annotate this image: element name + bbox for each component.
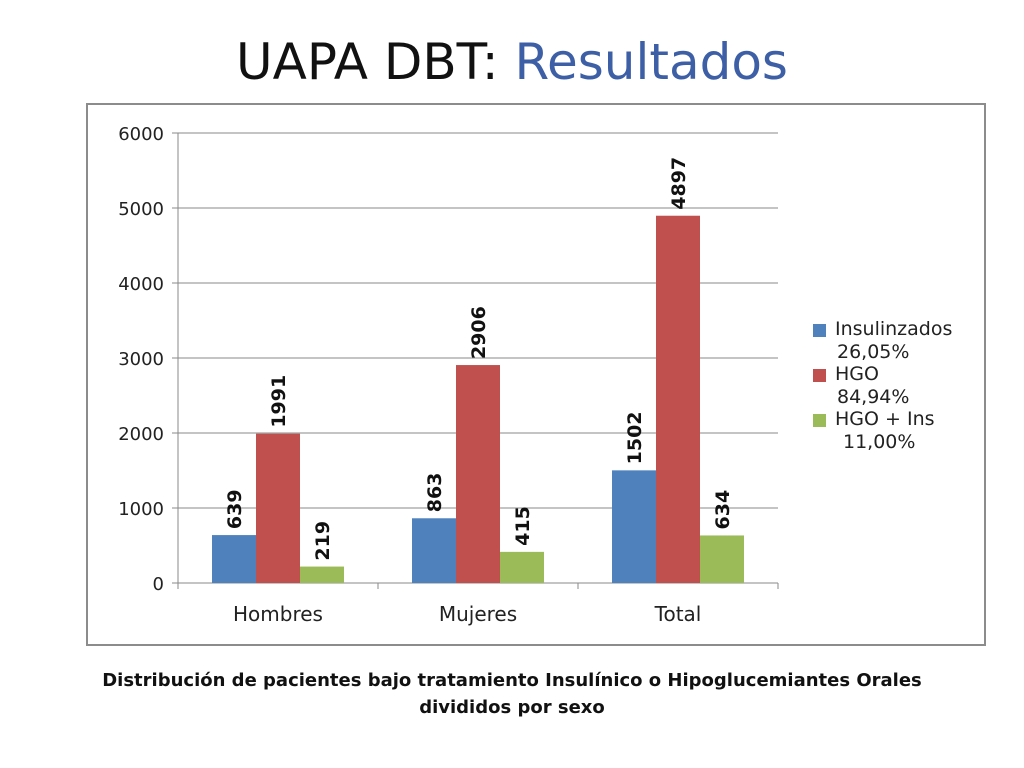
data-label-total-0: 1502: [624, 411, 646, 464]
chart-frame: 0 1000 2000 3000 4000 5000 6000 Hombres 639 1991 2…: [86, 103, 986, 646]
legend-note-insulinzados: 26,05%: [837, 341, 910, 363]
chart-caption: Distribución de pacientes bajo tratamien…: [60, 667, 964, 721]
bar-chart: 0 1000 2000 3000 4000 5000 6000 Hombres 639 1991 2…: [118, 124, 779, 626]
legend-note-hgo-ins: 11,00%: [843, 431, 916, 453]
bar-hombres-2: [300, 566, 344, 583]
legend-entry-hgo-ins: HGO + Ins 11,00%: [813, 408, 983, 453]
bar-mujeres-2: [500, 551, 544, 583]
bar-hombres-0: [212, 535, 256, 583]
legend-entry-hgo: HGO 84,94%: [813, 363, 983, 408]
bar-total-0: [612, 470, 656, 583]
legend-entry-insulinzados: Insulinzados 26,05%: [813, 318, 983, 363]
y-tick-label-6000: 6000: [118, 124, 164, 145]
legend-note-hgo: 84,94%: [837, 386, 910, 408]
caption-line-1: Distribución de pacientes bajo tratamien…: [102, 670, 922, 691]
bar-mujeres-0: [412, 518, 456, 583]
y-tick-label-3000: 3000: [118, 349, 164, 370]
data-label-hombres-2: 219: [312, 521, 334, 561]
data-label-mujeres-1: 2906: [468, 306, 490, 359]
legend-label-hgo-ins: HGO + Ins: [835, 408, 935, 430]
x-tick-label-mujeres: Mujeres: [439, 602, 517, 626]
legend-label-insulinzados: Insulinzados: [835, 318, 953, 340]
chart-legend: Insulinzados 26,05% HGO 84,94% HGO + Ins…: [813, 318, 983, 453]
data-label-total-2: 634: [712, 490, 734, 530]
legend-swatch-hgo-ins: [813, 414, 826, 427]
data-label-total-1: 4897: [668, 157, 690, 210]
data-label-hombres-1: 1991: [268, 375, 290, 428]
bar-mujeres-1: [456, 365, 500, 583]
bar-total-1: [656, 215, 700, 583]
x-tick-label-total: Total: [654, 602, 702, 626]
y-tick-label-2000: 2000: [118, 424, 164, 445]
y-tick-label-5000: 5000: [118, 199, 164, 220]
y-tick-label-4000: 4000: [118, 274, 164, 295]
slide-title: UAPA DBT: Resultados: [0, 30, 1024, 94]
bar-hombres-1: [256, 433, 300, 583]
slide-title-part-1: UAPA DBT:: [236, 33, 515, 91]
caption-line-2: divididos por sexo: [419, 697, 605, 718]
legend-swatch-hgo: [813, 369, 826, 382]
legend-label-hgo: HGO: [835, 363, 879, 385]
data-label-mujeres-0: 863: [424, 473, 446, 513]
data-label-mujeres-2: 415: [512, 506, 534, 546]
slide-title-part-2: Resultados: [514, 33, 788, 91]
x-tick-label-hombres: Hombres: [233, 602, 323, 626]
y-tick-label-0: 0: [153, 574, 164, 595]
bar-total-2: [700, 535, 744, 583]
y-tick-label-1000: 1000: [118, 499, 164, 520]
data-label-hombres-0: 639: [224, 489, 246, 529]
legend-swatch-insulinzados: [813, 324, 826, 337]
